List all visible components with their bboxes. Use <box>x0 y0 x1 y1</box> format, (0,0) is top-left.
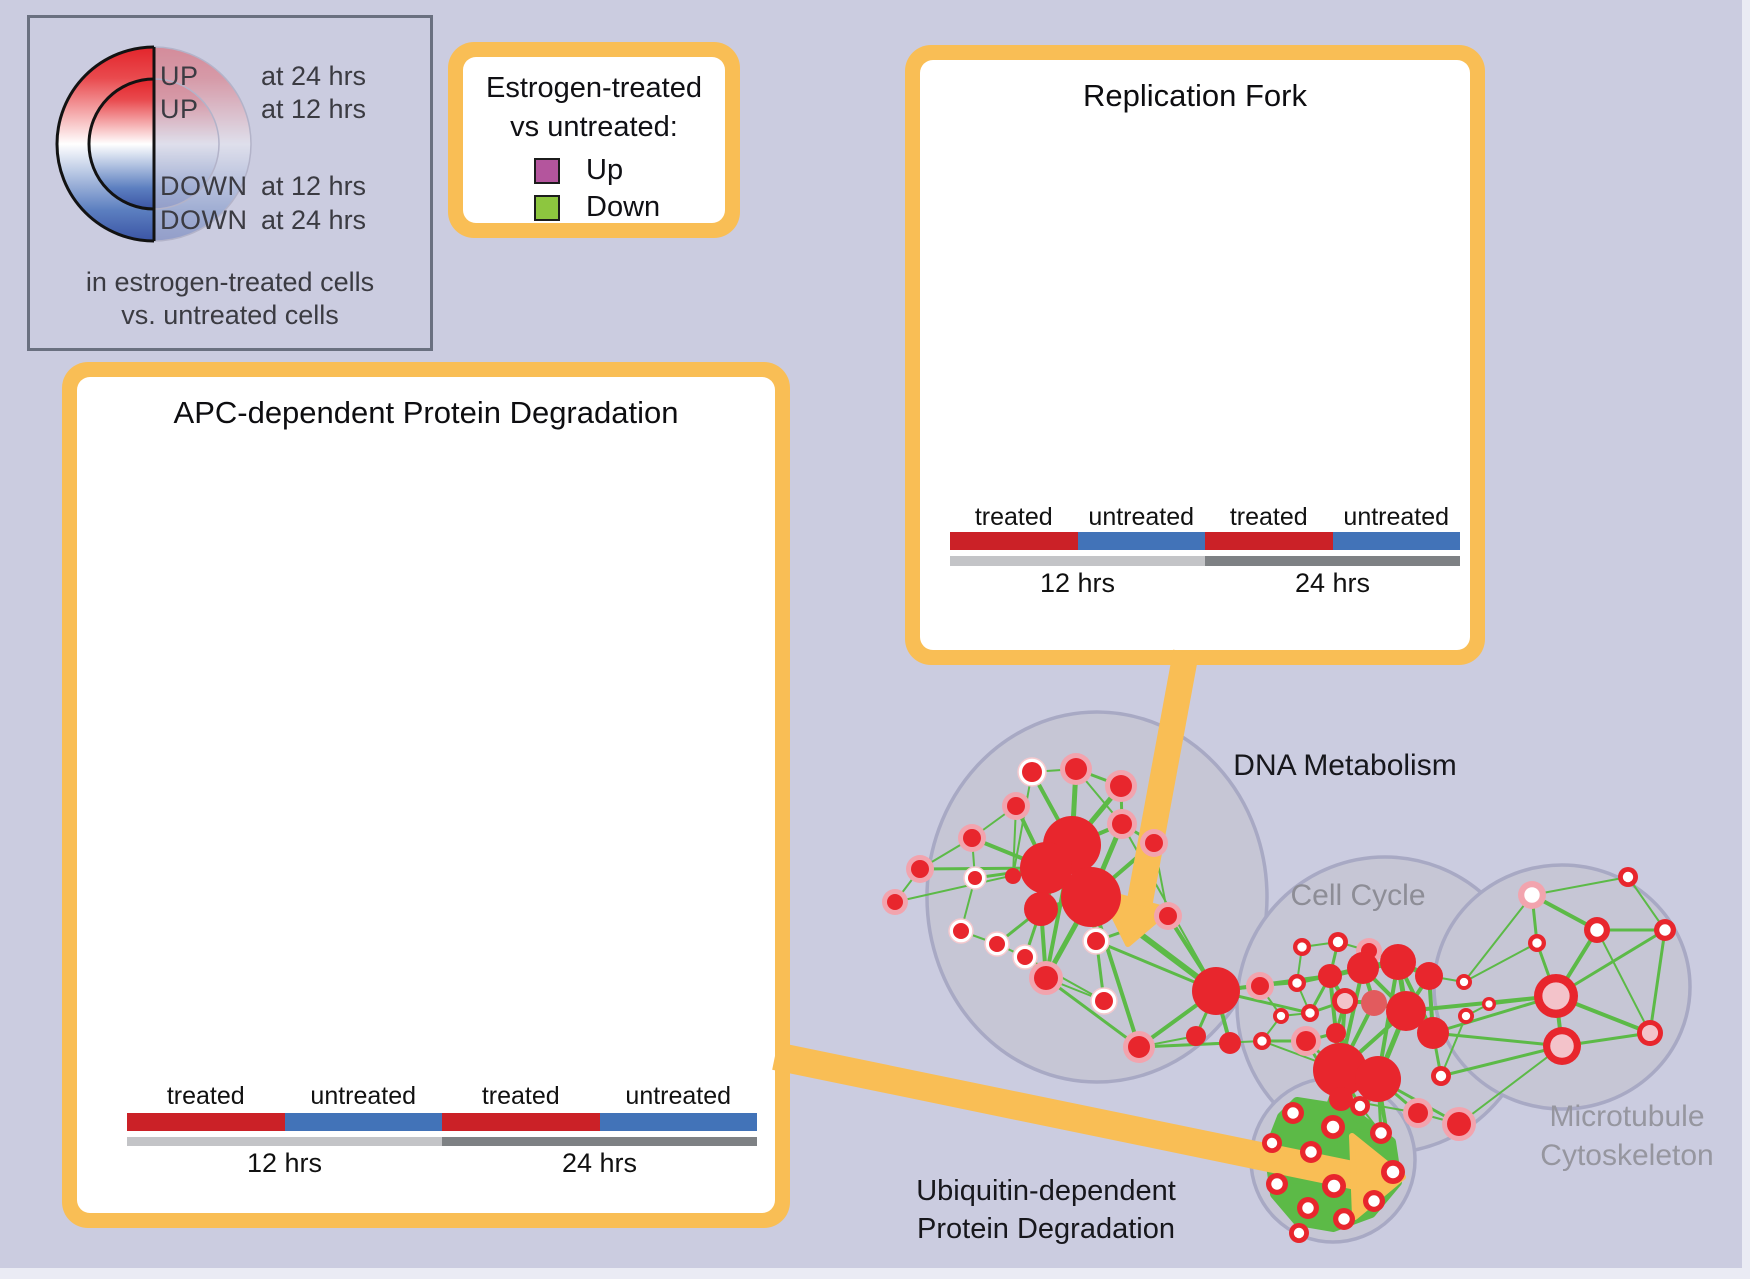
apc-panel-inner <box>77 377 775 1213</box>
legend-item-down: Down <box>534 189 660 226</box>
key-up-12-time: at 12 hrs <box>261 94 367 124</box>
apc-time-labels: 12 hrs 24 hrs <box>127 1148 757 1179</box>
key-up-24-time: at 24 hrs <box>261 61 367 91</box>
apc-condition-bars <box>127 1113 757 1131</box>
condition-label-untreated-3: untreated <box>625 1082 732 1110</box>
condition-label-untreated-3: untreated <box>1343 503 1450 531</box>
rf-time-bars <box>950 556 1460 566</box>
time-label-12hrs: 12 hrs <box>1039 568 1116 598</box>
untreated-bar <box>599 1113 757 1131</box>
apc-panel-title: APC-dependent Protein Degradation <box>173 395 679 430</box>
untreated-bar <box>1077 532 1205 550</box>
bar-12hrs <box>950 556 1205 566</box>
apc-condition-labels: treated untreated treated untreated <box>127 1082 757 1111</box>
key-down-24-dir: DOWN <box>160 205 248 235</box>
key-down-12-dir: DOWN <box>160 171 248 201</box>
condition-label-treated-0: treated <box>974 503 1053 531</box>
figure-right-margin <box>1742 0 1750 1279</box>
key-down-24-time: at 24 hrs <box>261 205 367 235</box>
key-caption-line1: in estrogen-treated cells <box>85 267 375 297</box>
treated-bar <box>1205 532 1333 550</box>
key-caption-line2: vs. untreated cells <box>121 300 339 330</box>
time-label-24hrs: 24 hrs <box>1294 568 1371 598</box>
apc-time-bars <box>127 1137 757 1146</box>
rf-heatmap-grid <box>950 118 1460 500</box>
legend-item-up: Up <box>534 152 660 189</box>
apc-heatmap-grid <box>127 440 757 1085</box>
replication-fork-panel-title: Replication Fork <box>1083 78 1307 113</box>
bar-12hrs <box>127 1137 442 1146</box>
condition-label-treated-2: treated <box>1229 503 1308 531</box>
time-label-12hrs: 12 hrs <box>246 1148 323 1178</box>
key-down-12-time: at 12 hrs <box>261 171 367 201</box>
condition-label-untreated-1: untreated <box>1088 503 1195 531</box>
up-color-swatch <box>534 157 560 184</box>
key-up-24-dir: UP <box>160 61 199 91</box>
condition-label-treated-0: treated <box>166 1082 245 1110</box>
down-label: Down <box>586 191 661 223</box>
estrogen-legend-title-line1: Estrogen-treated <box>485 72 702 104</box>
rf-condition-labels: treated untreated treated untreated <box>950 503 1460 532</box>
estrogen-legend-panel: Estrogen-treated vs untreated: Up Down <box>448 42 740 238</box>
bar-24hrs <box>1205 556 1460 566</box>
replication-fork-panel-inner <box>920 60 1470 650</box>
estrogen-legend-title-line2: vs untreated: <box>510 111 678 143</box>
up-down-key-circles <box>55 45 252 243</box>
estrogen-legend-inner <box>463 57 725 223</box>
treated-bar <box>950 532 1078 550</box>
treated-bar <box>442 1113 600 1131</box>
bar-24hrs <box>442 1137 757 1146</box>
color-key-legend-box: UP at 24 hrs UP at 12 hrs DOWN at 12 hrs… <box>27 15 433 351</box>
up-label: Up <box>586 154 624 186</box>
rf-time-labels: 12 hrs 24 hrs <box>950 568 1460 599</box>
inner-ring-12hrs <box>87 77 154 211</box>
down-color-swatch <box>534 194 560 221</box>
rf-condition-bars <box>950 532 1460 550</box>
condition-label-treated-2: treated <box>481 1082 560 1110</box>
treated-bar <box>127 1113 285 1131</box>
estrogen-legend-title: Estrogen-treated vs untreated: <box>448 69 740 147</box>
condition-label-untreated-1: untreated <box>310 1082 417 1110</box>
key-up-12-dir: UP <box>160 94 199 124</box>
untreated-bar <box>1332 532 1460 550</box>
apc-heatmap-panel <box>62 362 790 1228</box>
time-label-24hrs: 24 hrs <box>561 1148 638 1178</box>
untreated-bar <box>284 1113 442 1131</box>
figure-bottom-margin <box>0 1268 1750 1279</box>
